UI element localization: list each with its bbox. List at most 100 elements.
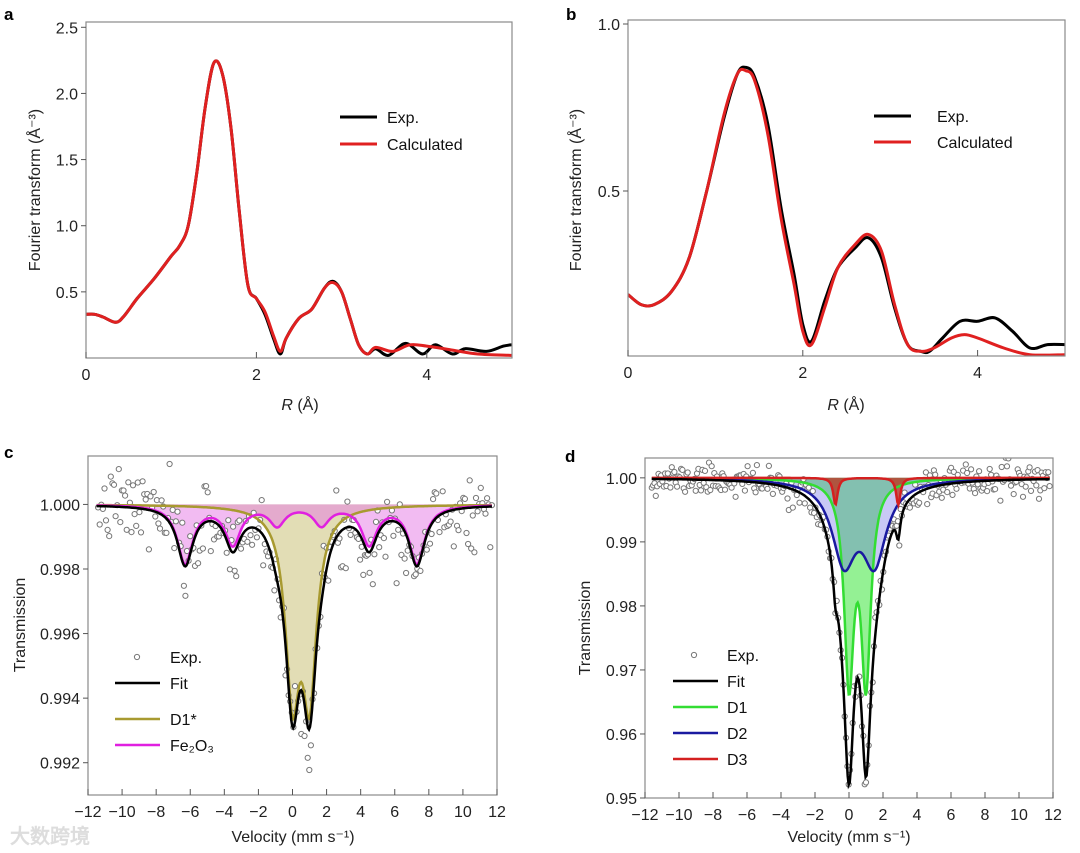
exp-point [764, 485, 771, 492]
exp-point [333, 487, 340, 494]
y-tick-label: 1.5 [56, 153, 78, 170]
y-tick-label: 0.5 [56, 285, 78, 302]
exp-point [122, 492, 129, 499]
exp-point [789, 504, 796, 511]
exp-point [466, 477, 473, 484]
exp-point [1019, 493, 1027, 500]
exp-point [237, 545, 245, 552]
series-line-exp [628, 65, 1065, 355]
y-tick-label: 0.99 [606, 535, 637, 552]
exp-point [390, 532, 397, 539]
plot-area [628, 65, 1065, 356]
exp-point [199, 545, 206, 552]
panel-letter: d [565, 447, 575, 466]
exp-point [182, 592, 189, 599]
exp-point [249, 541, 256, 548]
exp-point [471, 549, 478, 556]
y-tick-label: 1.00 [606, 471, 637, 488]
y-tick-label: 0.992 [40, 756, 80, 773]
exp-point [447, 518, 454, 525]
exp-point [1041, 485, 1048, 492]
exp-point [765, 462, 773, 469]
exp-point [426, 540, 434, 547]
exp-point [922, 469, 930, 476]
exp-point [439, 488, 446, 495]
exp-point [741, 487, 749, 494]
exp-point [125, 479, 132, 486]
exp-point [472, 494, 480, 502]
y-axis-label: Fourier transform (Å⁻³) [25, 109, 44, 271]
legend-label: Exp. [727, 648, 759, 665]
x-tick-label: −6 [738, 807, 756, 824]
exp-point [997, 497, 1004, 504]
exp-point [468, 545, 475, 552]
exp-point [461, 495, 468, 502]
legend-label: Fit [170, 676, 188, 693]
exp-point [728, 484, 735, 491]
x-tick-label: 4 [913, 807, 922, 824]
component-line-0 [96, 503, 492, 722]
exp-point [1010, 491, 1017, 498]
exp-point [671, 468, 678, 476]
x-tick-label: −10 [665, 807, 692, 824]
exp-point [417, 567, 424, 575]
plot-area [648, 458, 1053, 790]
exp-point [992, 486, 999, 493]
exp-point [233, 573, 240, 580]
series-line-exp [86, 59, 512, 357]
exp-point [393, 580, 400, 587]
exp-point [225, 517, 232, 524]
exp-point [291, 683, 299, 690]
y-tick-label: 1.0 [56, 219, 78, 236]
exp-point [371, 551, 378, 558]
exp-point [236, 517, 243, 524]
exp-point [412, 571, 419, 578]
exp-point [697, 487, 705, 494]
y-axis-label: Transmission [12, 578, 29, 673]
exp-point [102, 517, 110, 524]
legend-label: Fit [727, 674, 745, 691]
exp-point [423, 546, 430, 553]
x-axis-label: Velocity (mm s⁻¹) [787, 829, 910, 846]
exp-point [484, 495, 491, 502]
exp-point [306, 766, 313, 774]
exp-point [204, 489, 211, 496]
x-tick-label: −8 [704, 807, 722, 824]
exp-point [455, 527, 462, 534]
exp-point [106, 533, 113, 540]
x-tick-label: 0 [288, 804, 297, 821]
panel-letter: a [4, 5, 14, 24]
exp-point [139, 478, 146, 485]
exp-point [684, 469, 691, 476]
exp-point [433, 490, 440, 497]
exp-point [360, 571, 367, 579]
exp-point [439, 448, 444, 453]
exp-point [668, 464, 675, 471]
exp-point [107, 473, 114, 480]
x-tick-label: 12 [488, 804, 506, 821]
y-tick-label: 0.95 [606, 791, 637, 808]
panel-letter: c [4, 443, 13, 462]
component-fill-0 [651, 477, 1050, 696]
legend-label: D2 [727, 726, 748, 743]
exp-point [944, 489, 951, 496]
exp-point [682, 488, 689, 495]
exp-point [172, 518, 179, 525]
exp-point [428, 530, 435, 538]
x-tick-label: 6 [947, 807, 956, 824]
exp-point [372, 518, 380, 526]
x-axis-label: R (Å) [281, 395, 318, 414]
exp-point [203, 483, 210, 490]
exp-point [896, 542, 903, 549]
exp-point [369, 581, 376, 588]
y-tick-label: 0.998 [40, 562, 80, 579]
component-fill-0 [96, 504, 492, 719]
exp-point [1046, 483, 1053, 490]
exp-point [253, 534, 260, 541]
x-tick-label: −4 [215, 804, 233, 821]
legend-label: Calculated [937, 135, 1013, 152]
exp-point [753, 462, 761, 469]
exp-point [679, 466, 686, 473]
x-tick-label: 0 [82, 367, 91, 384]
exp-point [137, 529, 145, 536]
